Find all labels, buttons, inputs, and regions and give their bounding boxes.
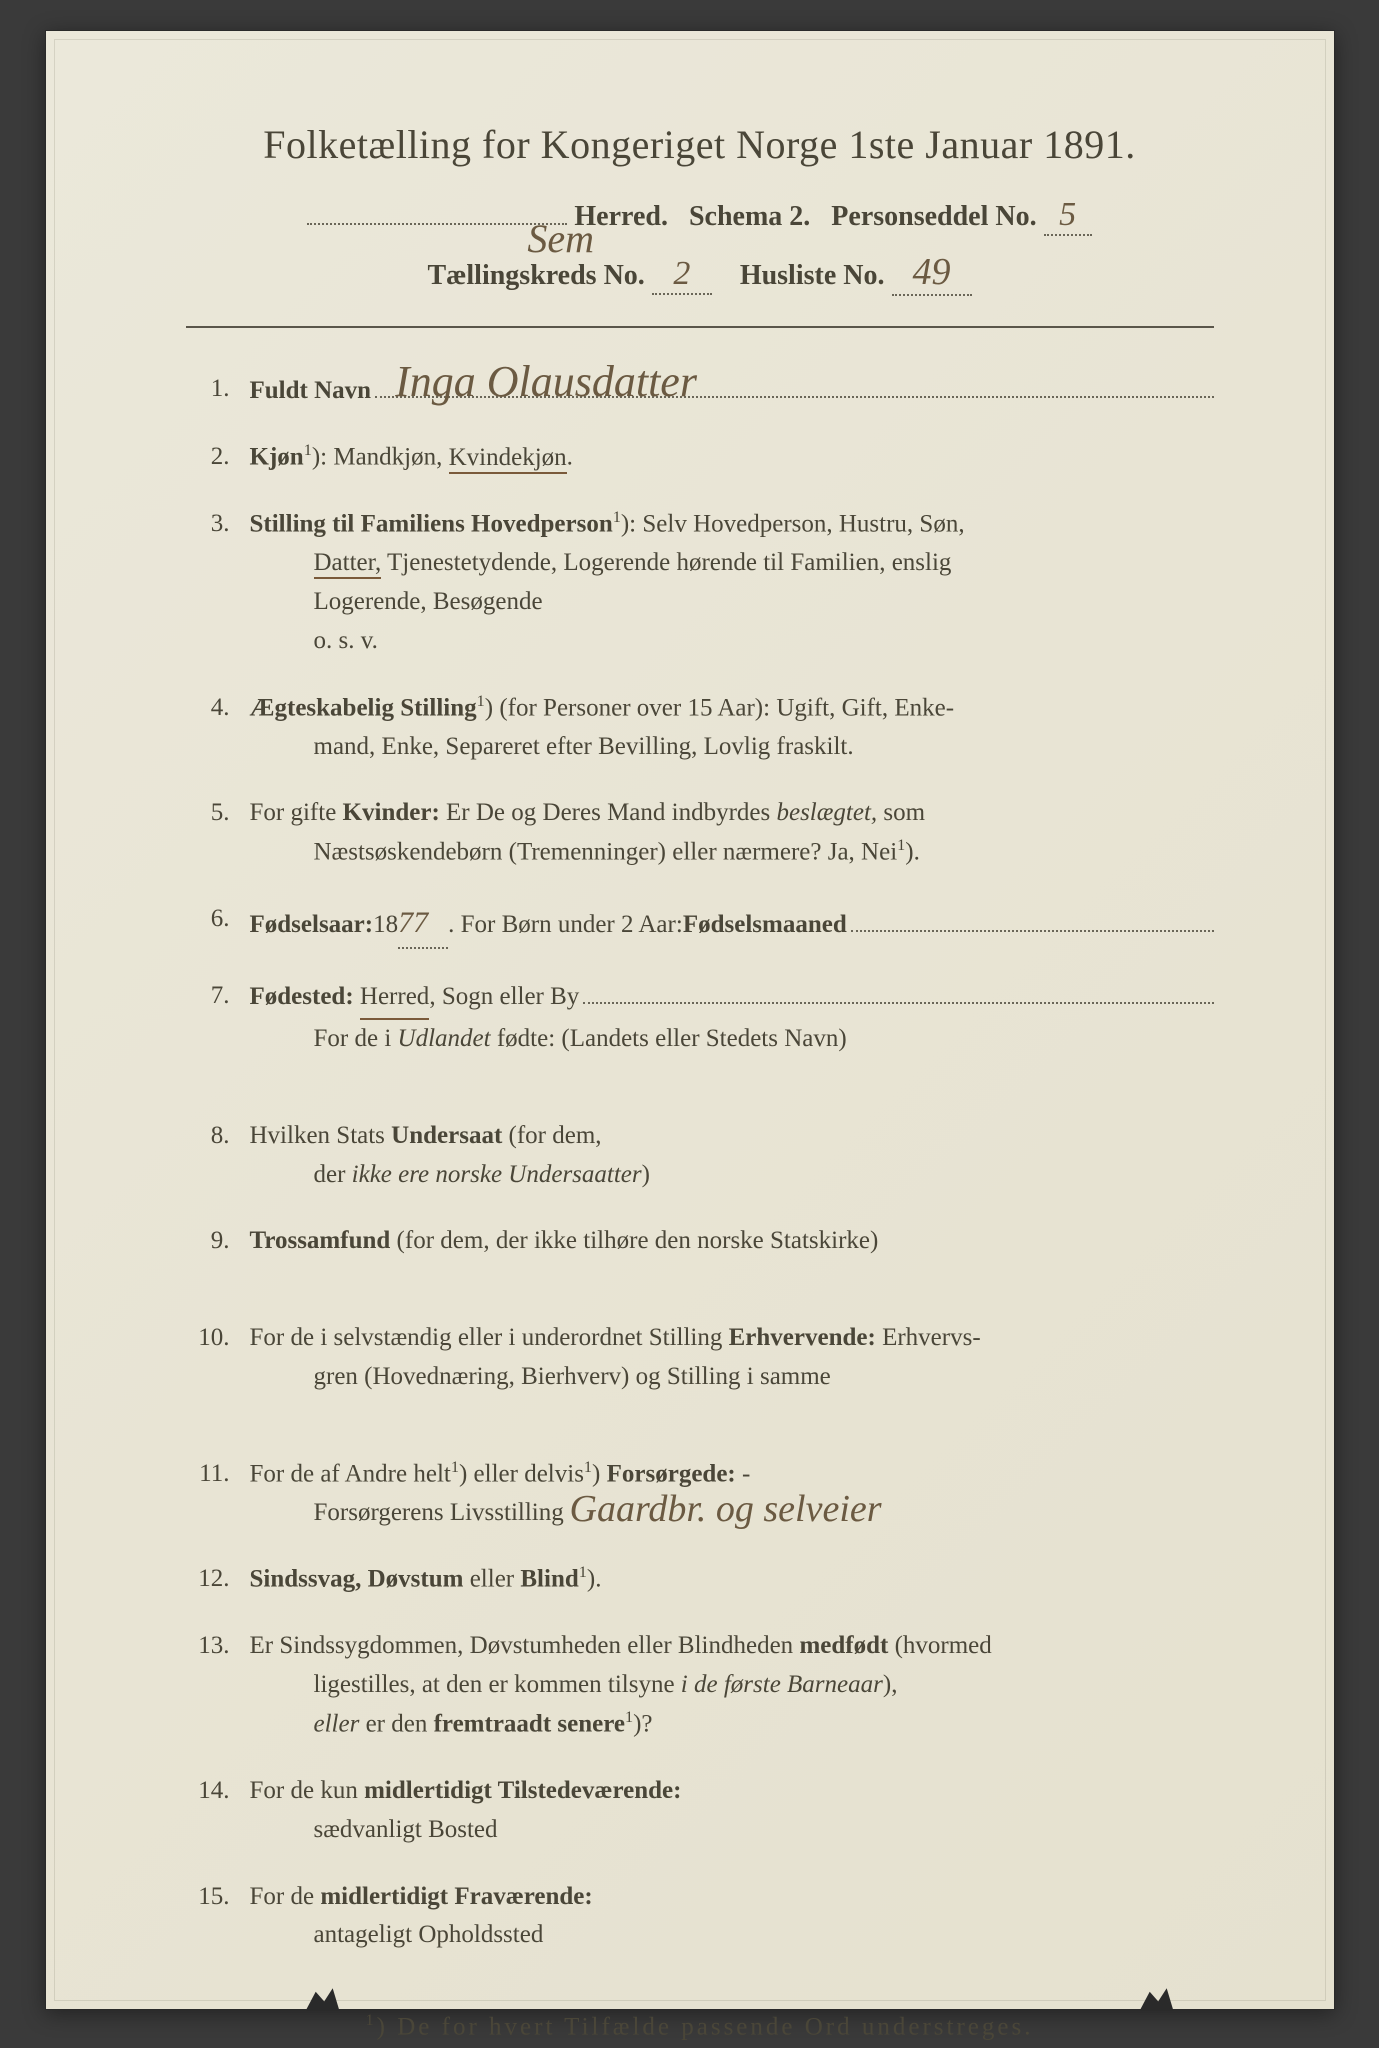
item-14: 14. For de kun midlertidigt Tilstedevære… (186, 1772, 1214, 1850)
item-1: 1. Fuldt Navn Inga Olausdatter (186, 370, 1214, 410)
item-num: 12. (186, 1560, 230, 1599)
item-num: 9. (186, 1222, 230, 1261)
fodested-field (583, 977, 1213, 1005)
item-num: 5. (186, 794, 230, 833)
husliste-label: Husliste No. (740, 260, 885, 291)
item-15: 15. For de midlertidigt Fraværende: anta… (186, 1878, 1214, 1956)
item-num: 2. (186, 438, 230, 477)
item-num: 10. (186, 1319, 230, 1358)
page-tear-icon (306, 1987, 340, 2011)
kreds-label: Tællingskreds No. (427, 260, 644, 291)
fuldt-navn-label: Fuldt Navn (250, 372, 372, 411)
item-num: 11. (186, 1455, 230, 1494)
item-8: 8. Hvilken Stats Undersaat (for dem, der… (186, 1117, 1214, 1195)
stilling-selected: Datter, (314, 549, 382, 579)
kjon-selected: Kvindekjøn (449, 444, 567, 474)
item-2: 2. Kjøn1): Mandkjøn, Kvindekjøn. (186, 438, 1214, 477)
personseddel-label: Personseddel No. (831, 201, 1036, 232)
item-11: 11. For de af Andre helt1) eller delvis1… (186, 1455, 1214, 1533)
fodested-selected: Herred (360, 978, 429, 1020)
item-num: 13. (186, 1627, 230, 1666)
item-3: 3. Stilling til Familiens Hovedperson1):… (186, 505, 1214, 660)
item-13: 13. Er Sindssygdommen, Døvstumheden elle… (186, 1627, 1214, 1744)
page-title: Folketælling for Kongeriget Norge 1ste J… (186, 121, 1214, 168)
schema-label: Schema 2. (689, 201, 810, 232)
husliste-value: 49 (913, 250, 951, 294)
divider (186, 326, 1214, 328)
husliste-field: 49 (892, 250, 972, 296)
item-num: 15. (186, 1878, 230, 1917)
header-row-2: Tællingskreds No. 2 Husliste No. 49 (186, 250, 1214, 296)
kjon-label: Kjøn (250, 444, 304, 471)
forsorger-value: Gaardbr. og selveier (570, 1480, 882, 1539)
item-9: 9. Trossamfund (for dem, der ikke tilhør… (186, 1222, 1214, 1291)
item-num: 1. (186, 370, 230, 409)
item-num: 6. (186, 900, 230, 939)
item-7: 7. Fødested: Herred, Sogn eller By For d… (186, 977, 1214, 1089)
item-10: 10. For de i selvstændig eller i underor… (186, 1319, 1214, 1427)
item-5: 5. For gifte Kvinder: Er De og Deres Man… (186, 794, 1214, 872)
personseddel-value: 5 (1059, 196, 1076, 234)
herred-field: Sem (307, 223, 567, 225)
kreds-field: 2 (652, 255, 712, 295)
form-items: 1. Fuldt Navn Inga Olausdatter 2. Kjøn1)… (186, 370, 1214, 1955)
footnote: 1) De for hvert Tilfælde passende Ord un… (186, 2011, 1214, 2041)
item-num: 4. (186, 689, 230, 728)
item-num: 7. (186, 977, 230, 1016)
census-form-page: Folketælling for Kongeriget Norge 1ste J… (45, 30, 1335, 2010)
item-12: 12. Sindssvag, Døvstum eller Blind1). (186, 1560, 1214, 1599)
kreds-value: 2 (673, 255, 690, 293)
item-4: 4. Ægteskabelig Stilling1) (for Personer… (186, 689, 1214, 767)
birth-year-value: 77 (398, 900, 448, 949)
personseddel-field: 5 (1044, 196, 1092, 236)
fuldt-navn-field: Inga Olausdatter (375, 370, 1213, 398)
item-6: 6. Fødselsaar: 1877 . For Børn under 2 A… (186, 900, 1214, 949)
fuldt-navn-value: Inga Olausdatter (395, 348, 697, 416)
birth-month-field (851, 905, 1214, 933)
item-num: 8. (186, 1117, 230, 1156)
header-row-1: Sem Herred. Schema 2. Personseddel No. 5 (186, 196, 1214, 236)
page-tear-icon (1140, 1987, 1174, 2011)
item-num: 3. (186, 505, 230, 544)
item-num: 14. (186, 1772, 230, 1811)
